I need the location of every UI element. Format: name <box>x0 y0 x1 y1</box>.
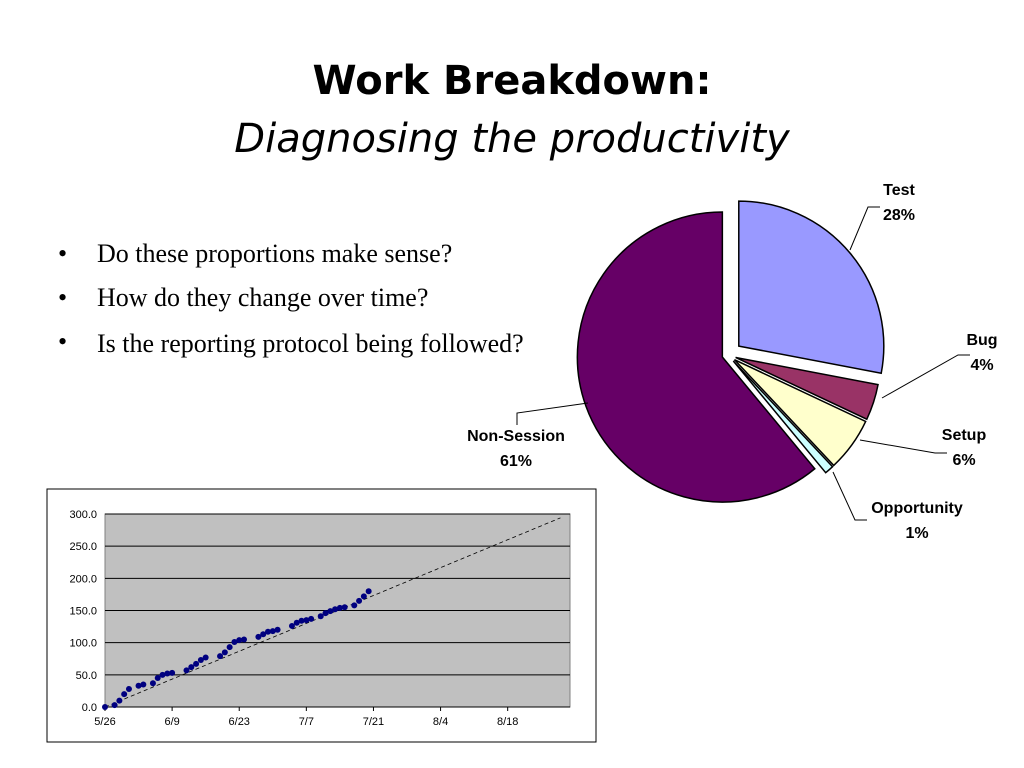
bullet-dot: • <box>58 283 67 312</box>
data-point <box>327 608 334 615</box>
data-point <box>356 597 363 604</box>
data-point <box>293 619 300 626</box>
data-point <box>360 593 367 600</box>
data-point <box>298 617 305 624</box>
pie-slice <box>576 211 816 503</box>
y-tick-label: 0.0 <box>82 702 97 714</box>
data-point <box>188 664 195 671</box>
data-point <box>322 610 329 617</box>
data-point <box>125 685 132 692</box>
pie-slice <box>738 200 885 375</box>
data-point <box>111 702 118 709</box>
pie-label: Opportunity <box>871 500 963 517</box>
data-point <box>197 657 204 664</box>
data-point <box>255 633 262 640</box>
data-point <box>102 704 108 710</box>
data-point <box>135 682 142 689</box>
y-tick-label: 200.0 <box>69 573 97 585</box>
pie-value-label: 1% <box>905 525 928 542</box>
data-point <box>274 626 281 633</box>
y-tick-label: 250.0 <box>69 541 97 553</box>
pie-value-label: 4% <box>970 357 993 374</box>
bullet: How do they change over time? <box>97 283 428 312</box>
x-tick-label: 8/4 <box>433 716 448 728</box>
leader-line <box>859 439 947 454</box>
data-point <box>154 675 161 682</box>
data-point <box>241 636 248 643</box>
data-point <box>303 617 310 624</box>
y-tick-label: 300.0 <box>69 509 97 521</box>
data-point <box>164 670 171 677</box>
data-point <box>308 615 315 622</box>
data-point <box>121 691 128 698</box>
slide-subtitle: Diagnosing the productivity <box>234 116 791 162</box>
data-point <box>116 697 123 704</box>
data-point <box>288 622 295 629</box>
pie-label: Setup <box>942 427 987 444</box>
data-point <box>217 653 224 660</box>
data-point <box>236 637 243 644</box>
x-tick-label: 7/7 <box>299 716 314 728</box>
pie-value-label: 28% <box>883 207 915 224</box>
data-point <box>159 671 166 678</box>
data-point <box>183 667 190 674</box>
data-point <box>260 631 267 638</box>
bullet: Is the reporting protocol being followed… <box>97 329 524 358</box>
bullet: Do these proportions make sense? <box>97 239 452 268</box>
pie-slice <box>732 360 834 474</box>
slide-title: Work Breakdown: <box>313 58 712 104</box>
data-point <box>149 680 156 687</box>
data-point <box>231 639 238 646</box>
data-point <box>264 628 271 635</box>
bullet-wrap: Is the reporting protocol being followed… <box>97 329 524 358</box>
data-point <box>351 602 358 609</box>
data-point <box>169 669 176 676</box>
data-point <box>193 660 200 667</box>
leader-line <box>516 402 589 425</box>
data-point <box>317 613 324 620</box>
data-point <box>269 628 276 635</box>
data-point <box>332 606 339 613</box>
pie-value-label: 61% <box>500 453 532 470</box>
y-tick-label: 50.0 <box>76 670 97 682</box>
data-point <box>221 649 228 656</box>
pie-slice <box>733 359 867 467</box>
bullet-list: • Do these proportions make sense? • How… <box>58 239 524 358</box>
x-tick-label: 7/21 <box>363 716 384 728</box>
bullet-dot: • <box>58 327 67 356</box>
data-point <box>365 588 372 595</box>
data-point <box>202 654 209 661</box>
y-tick-label: 150.0 <box>69 606 97 618</box>
leader-line <box>849 206 880 251</box>
bullet-dot: • <box>58 239 67 268</box>
data-point <box>226 644 233 651</box>
data-point <box>336 604 343 611</box>
pie-slice <box>735 356 879 421</box>
data-point <box>341 604 348 611</box>
x-tick-label: 5/26 <box>94 716 115 728</box>
pie-label: Test <box>883 182 915 199</box>
pie-label: Bug <box>966 332 997 349</box>
pie-value-label: 6% <box>952 452 975 469</box>
y-tick-label: 100.0 <box>69 638 97 650</box>
x-tick-label: 6/9 <box>164 716 179 728</box>
x-tick-label: 8/18 <box>497 716 518 728</box>
x-tick-label: 6/23 <box>229 716 250 728</box>
data-point <box>140 681 147 688</box>
leader-line <box>832 471 867 521</box>
pie-label: Non-Session <box>467 428 565 445</box>
leader-line <box>881 354 970 399</box>
